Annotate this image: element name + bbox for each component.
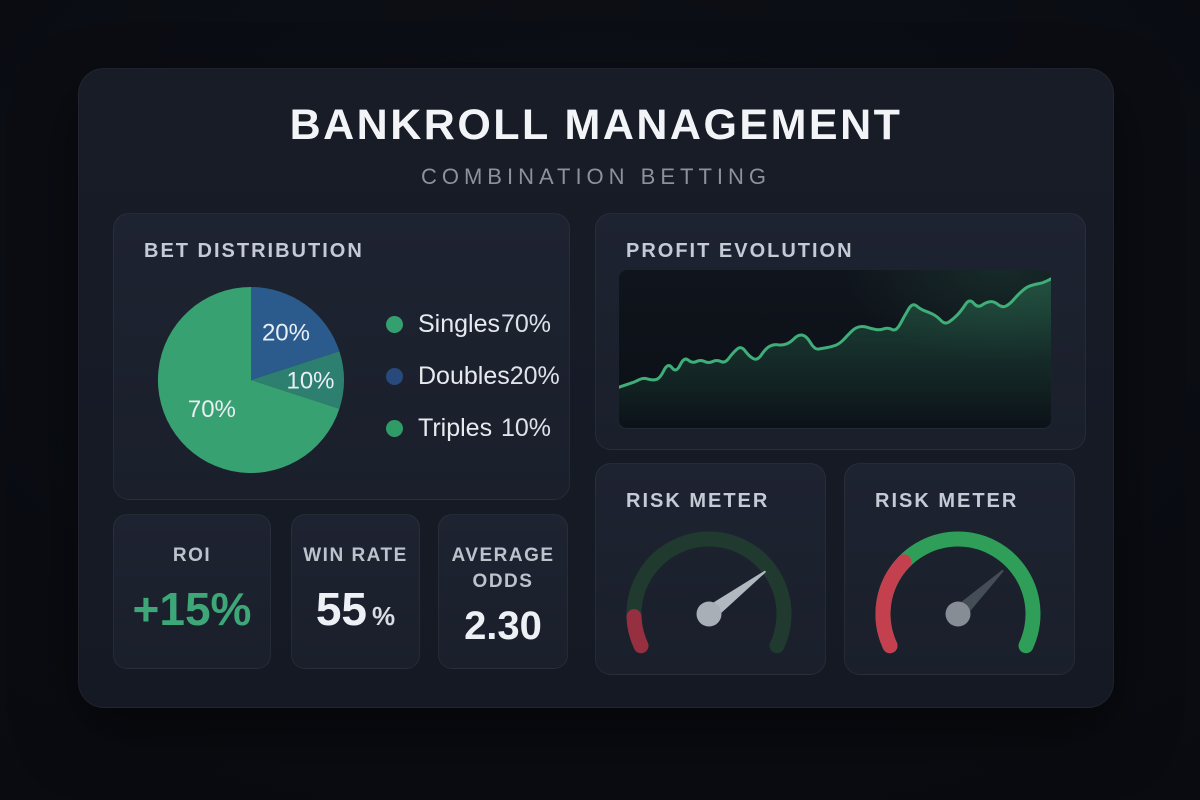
gauge-wrap-2 (845, 464, 1074, 674)
stat-value-win-rate: 55% (316, 582, 395, 636)
dashboard-card: BANKROLL MANAGEMENT COMBINATION BETTING … (78, 68, 1114, 708)
gauge-wrap-1 (596, 464, 825, 674)
gauge-chart-1 (626, 531, 792, 654)
legend-label: Doubles (418, 361, 510, 390)
legend-label: Triples (418, 413, 493, 442)
profit-area-fill (619, 278, 1051, 428)
pie-slice-singles (157, 286, 340, 473)
pie-slice-triples (251, 351, 344, 409)
pie-chart-wrap: 20% 10% 70% (151, 280, 351, 480)
legend-dot-icon (386, 367, 403, 385)
profit-chart (619, 277, 1051, 428)
stat-value-average-odds: 2.30 (464, 604, 542, 649)
pie-slice-doubles (251, 287, 340, 380)
gauge-arc-segment (875, 554, 912, 654)
pie-slice-label: 10% (286, 368, 334, 395)
panel-profit-evolution: PROFIT EVOLUTION (595, 213, 1086, 450)
gauge-hub (696, 601, 722, 627)
legend-item-triples: Triples 10% (386, 402, 551, 454)
legend-item-singles: Singles 70% (386, 298, 551, 350)
stat-label-average-odds: AVERAGE ODDS (451, 545, 555, 592)
legend-item-doubles: Doubles 20% (386, 350, 560, 402)
pie-slice-label: 70% (188, 396, 236, 423)
panel-risk-meter-2: RISK METER (844, 463, 1075, 675)
stat-card-win-rate: WIN RATE 55% (291, 514, 420, 669)
win-rate-percent-sign: % (372, 600, 396, 631)
legend-dot-icon (386, 419, 403, 437)
panel-risk-meter-1: RISK METER (595, 463, 826, 675)
legend-value: 10% (500, 413, 551, 442)
stat-value-roi: +15% (132, 582, 252, 635)
legend-dot-icon (386, 315, 403, 333)
gauge-arc-track (626, 531, 792, 654)
pie-slice-label: 20% (262, 319, 310, 346)
profit-chart-area (619, 270, 1051, 429)
legend-value: 20% (509, 361, 560, 390)
pie-legend: Singles 70% Doubles 20% Triples 10% (386, 298, 560, 454)
stat-card-average-odds: AVERAGE ODDS 2.30 (438, 514, 568, 669)
bet-distribution-title: BET DISTRIBUTION (144, 240, 364, 262)
gauge-chart-2 (875, 531, 1041, 654)
stat-label-win-rate: WIN RATE (303, 545, 408, 566)
panel-bet-distribution: BET DISTRIBUTION 20% 10% 70% Singles 70% Dou… (113, 213, 570, 500)
legend-value: 70% (500, 309, 551, 338)
pie-chart: 20% 10% 70% (157, 286, 344, 473)
page-subtitle: COMBINATION BETTING (420, 164, 772, 189)
gauge-hub (945, 601, 971, 627)
profit-line (619, 277, 1051, 389)
win-rate-number: 55 (315, 582, 368, 635)
risk-meter-1-title: RISK METER (626, 490, 770, 512)
profit-evolution-title: PROFIT EVOLUTION (626, 240, 854, 262)
gauge-arc-segment (626, 609, 649, 654)
page-title: BANKROLL MANAGEMENT (289, 101, 903, 149)
risk-meter-2-title: RISK METER (875, 490, 1019, 512)
stat-card-roi: ROI +15% (113, 514, 271, 669)
stat-label-roi: ROI (172, 545, 212, 566)
legend-label: Singles (418, 309, 500, 338)
